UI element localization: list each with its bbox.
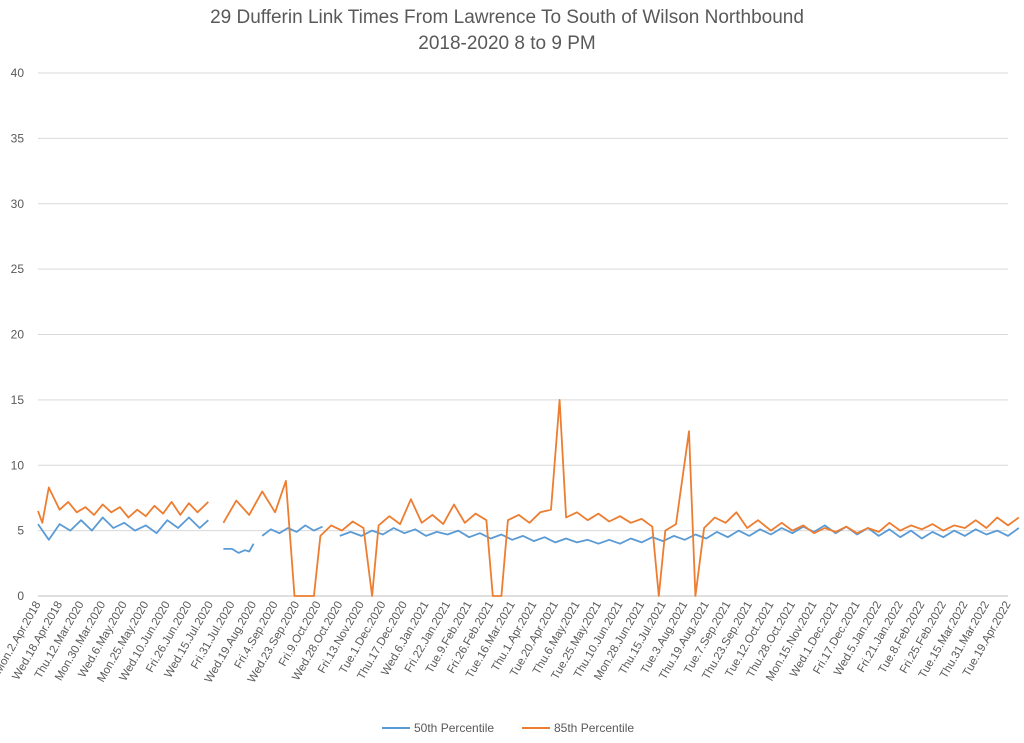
y-tick-label-10: 10 (11, 458, 25, 472)
legend-label-85th-percentile: 85th Percentile (554, 721, 634, 735)
legend-label-50th-percentile: 50th Percentile (414, 721, 494, 735)
series-line-85th-percentile (37, 399, 1020, 597)
chart-title: 29 Dufferin Link Times From Lawrence To … (210, 7, 804, 28)
y-tick-label-15: 15 (11, 393, 25, 407)
y-tick-label-5: 5 (17, 524, 24, 538)
chart-subtitle: 2018-2020 8 to 9 PM (418, 33, 595, 54)
y-axis-tick-labels: 0 5 10 15 20 25 30 35 40 (11, 66, 25, 603)
y-tick-label-35: 35 (11, 131, 25, 145)
legend: 50th Percentile 85th Percentile (382, 721, 634, 735)
y-tick-label-40: 40 (11, 66, 25, 80)
y-tick-label-25: 25 (11, 262, 25, 276)
y-tick-label-0: 0 (17, 589, 24, 603)
grid-lines (38, 72, 1008, 597)
series-line-50th-percentile (37, 516, 1020, 554)
y-tick-label-30: 30 (11, 197, 25, 211)
series-lines (37, 399, 1020, 597)
x-axis-tick-labels: Mon.2.Apr.2018Wed.18.Apr.2018Thu.12.Mar.… (0, 600, 1014, 686)
y-tick-label-20: 20 (11, 328, 25, 342)
